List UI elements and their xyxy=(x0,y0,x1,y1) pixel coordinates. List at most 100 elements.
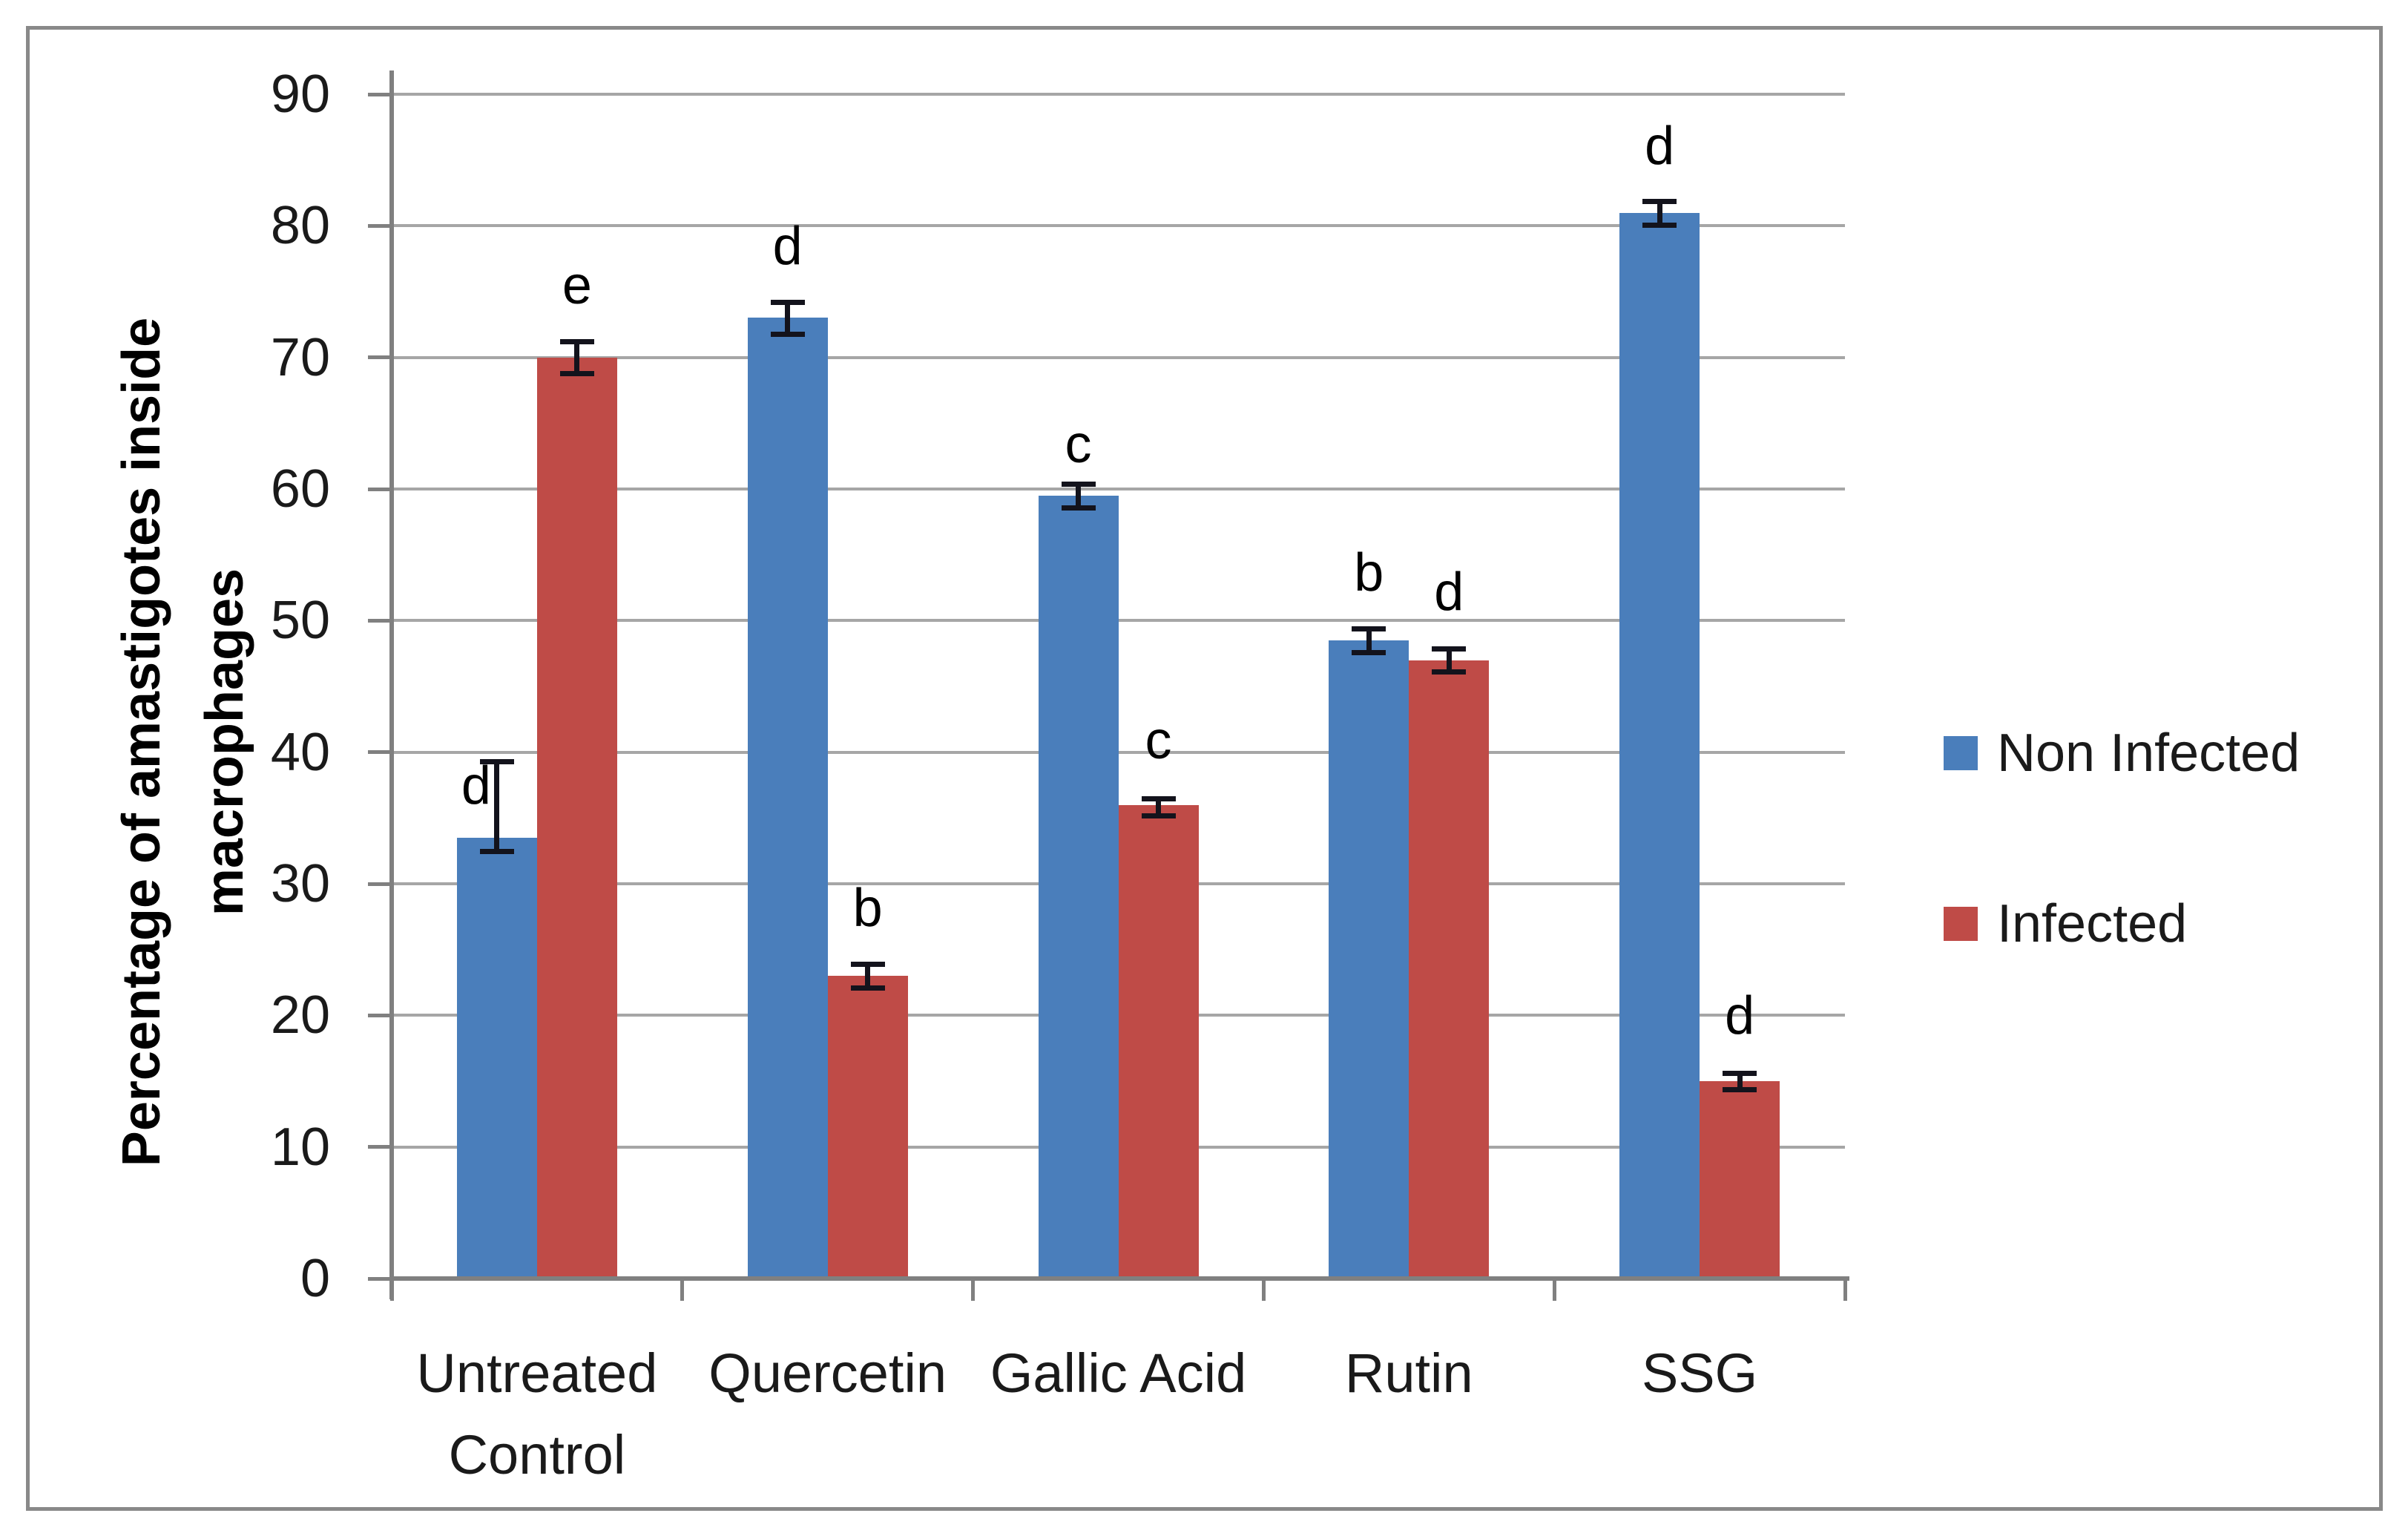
error-bar-non-infected-gallic-acid xyxy=(1076,483,1081,508)
error-bar-infected-gallic-acid xyxy=(1156,798,1161,816)
x-tickmark-0 xyxy=(389,1279,394,1301)
y-tickmark-60 xyxy=(368,487,392,491)
error-bar-cap-bottom xyxy=(559,370,594,376)
error-bar-cap-bottom xyxy=(1642,222,1677,228)
significance-letter-infected-untreated-control: e xyxy=(562,255,592,315)
error-bar-cap-bottom xyxy=(1061,505,1096,511)
error-bar-cap-bottom xyxy=(479,848,514,854)
category-label-line: Quercetin xyxy=(708,1342,947,1404)
y-tickmark-20 xyxy=(368,1013,392,1017)
error-bar-cap-bottom xyxy=(850,985,885,991)
error-bar-cap-top xyxy=(1141,795,1176,801)
bar-non-infected-ssg xyxy=(1619,212,1700,1279)
bar-non-infected-rutin xyxy=(1329,640,1409,1279)
category-label-line: Untreated xyxy=(416,1342,658,1404)
error-bar-infected-quercetin xyxy=(865,964,871,988)
error-bar-cap-bottom xyxy=(770,331,805,337)
y-tick-label-40: 40 xyxy=(270,722,330,782)
bar-non-infected-gallic-acid xyxy=(1038,495,1119,1279)
error-bar-cap-top xyxy=(770,300,805,306)
category-label-rutin: Rutin xyxy=(1223,1333,1594,1414)
error-bar-infected-ssg xyxy=(1737,1073,1743,1089)
bar-non-infected-untreated-control xyxy=(456,837,537,1279)
y-tick-label-90: 90 xyxy=(270,65,330,124)
error-bar-cap-top xyxy=(1352,626,1386,631)
y-tick-label-0: 0 xyxy=(300,1249,330,1308)
significance-letter-non-infected-rutin: b xyxy=(1354,542,1384,603)
y-tickmark-10 xyxy=(368,1145,392,1149)
error-bar-cap-top xyxy=(1432,646,1467,652)
legend-label-non-infected: Non Infected xyxy=(1997,723,2300,783)
y-tick-label-60: 60 xyxy=(270,459,330,519)
error-bar-cap-bottom xyxy=(1723,1086,1757,1092)
y-tickmark-70 xyxy=(368,355,392,360)
bar-infected-quercetin xyxy=(827,976,908,1279)
category-label-ssg: SSG xyxy=(1514,1333,1885,1414)
significance-letter-non-infected-untreated-control: d xyxy=(461,755,491,816)
x-tickmark-4 xyxy=(1552,1279,1556,1301)
error-bar-cap-top xyxy=(1723,1071,1757,1077)
legend-label-infected: Infected xyxy=(1997,894,2188,954)
x-axis-line xyxy=(389,1276,1849,1281)
y-axis-title-line1: Percentage of amastigotes inside xyxy=(112,317,171,1167)
significance-letter-non-infected-ssg: d xyxy=(1645,116,1675,176)
y-tick-label-30: 30 xyxy=(270,854,330,913)
y-tickmark-80 xyxy=(368,223,392,228)
x-tickmark-2 xyxy=(971,1279,976,1301)
category-label-untreated-control: Untreated Control xyxy=(352,1333,723,1496)
y-tick-label-80: 80 xyxy=(270,196,330,256)
bar-infected-rutin xyxy=(1409,660,1490,1279)
gridline-60 xyxy=(392,488,1845,490)
y-tickmark-90 xyxy=(368,92,392,96)
y-tick-label-10: 10 xyxy=(270,1117,330,1177)
error-bar-infected-rutin xyxy=(1446,648,1452,672)
y-tickmark-0 xyxy=(368,1276,392,1281)
error-bar-cap-top xyxy=(479,759,514,765)
legend-entry-non-infected: Non Infected xyxy=(1944,723,2300,783)
error-bar-cap-top xyxy=(1642,198,1677,204)
significance-letter-non-infected-gallic-acid: c xyxy=(1065,415,1092,475)
error-bar-non-infected-rutin xyxy=(1366,628,1372,652)
significance-letter-infected-gallic-acid: c xyxy=(1145,711,1172,771)
x-tickmark-3 xyxy=(1261,1279,1266,1301)
category-label-quercetin: Quercetin xyxy=(642,1333,1013,1414)
error-bar-cap-top xyxy=(559,339,594,345)
legend-entry-infected: Infected xyxy=(1944,894,2187,954)
category-label-line: Rutin xyxy=(1344,1342,1473,1404)
legend-swatch-infected xyxy=(1944,907,1978,941)
figure-border xyxy=(26,26,2383,1511)
bar-infected-ssg xyxy=(1700,1081,1780,1279)
category-label-line: Control xyxy=(448,1424,626,1486)
y-tickmark-50 xyxy=(368,618,392,623)
category-label-gallic-acid: Gallic Acid xyxy=(933,1333,1304,1414)
y-tick-label-50: 50 xyxy=(270,591,330,651)
error-bar-non-infected-ssg xyxy=(1657,200,1662,225)
y-tickmark-30 xyxy=(368,882,392,886)
error-bar-cap-bottom xyxy=(1432,669,1467,675)
x-tickmark-5 xyxy=(1843,1279,1847,1301)
error-bar-non-infected-untreated-control xyxy=(494,761,500,851)
gridline-40 xyxy=(392,750,1845,754)
y-axis-line xyxy=(389,70,394,1299)
bar-non-infected-quercetin xyxy=(747,318,828,1279)
gridline-50 xyxy=(392,619,1845,623)
error-bar-infected-untreated-control xyxy=(574,341,580,373)
y-tick-label-20: 20 xyxy=(270,985,330,1046)
significance-letter-infected-quercetin: b xyxy=(852,878,883,938)
error-bar-cap-bottom xyxy=(1352,649,1386,655)
gridline-80 xyxy=(392,224,1845,228)
x-tickmark-1 xyxy=(680,1279,685,1301)
error-bar-non-infected-quercetin xyxy=(785,302,791,334)
significance-letter-infected-rutin: d xyxy=(1434,562,1464,623)
error-bar-cap-top xyxy=(1061,481,1096,487)
category-label-line: SSG xyxy=(1641,1342,1758,1404)
error-bar-cap-top xyxy=(850,962,885,968)
category-label-line: Gallic Acid xyxy=(990,1342,1247,1404)
bar-infected-untreated-control xyxy=(536,357,617,1279)
significance-letter-non-infected-quercetin: d xyxy=(772,216,803,276)
bar-infected-gallic-acid xyxy=(1118,804,1199,1279)
y-tickmark-40 xyxy=(368,750,392,755)
gridline-70 xyxy=(392,355,1845,359)
legend-swatch-non-infected xyxy=(1944,736,1978,770)
